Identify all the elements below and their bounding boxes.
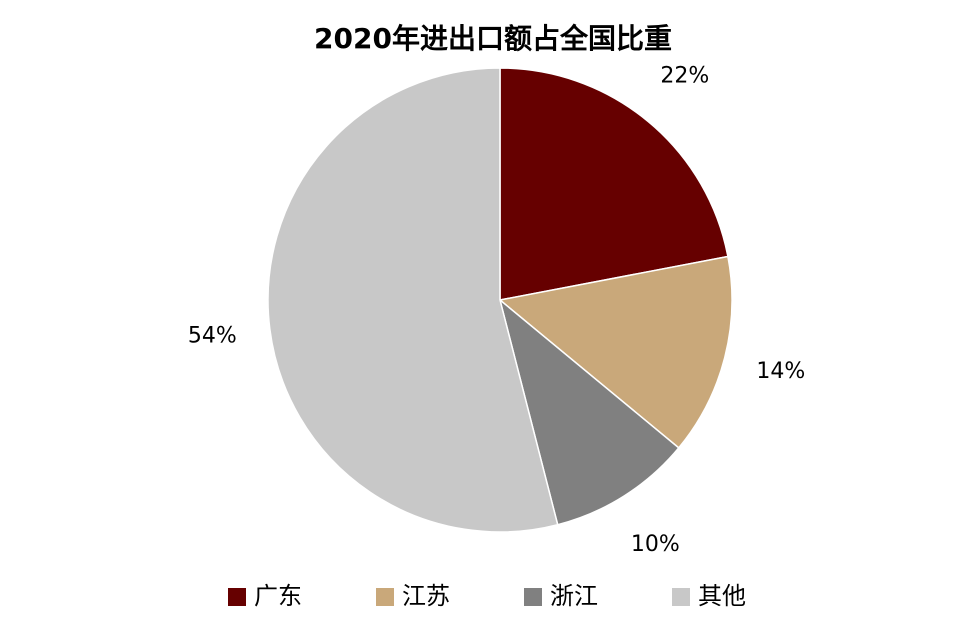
- data-label: 22%: [660, 64, 709, 89]
- pie-slice: [499, 67, 729, 301]
- pie-slice: [498, 255, 733, 449]
- legend-swatch: [228, 588, 246, 606]
- legend-swatch: [524, 588, 542, 606]
- pie-slice: [267, 67, 559, 533]
- legend-label: 江苏: [402, 582, 450, 610]
- legend-swatch: [672, 588, 690, 606]
- legend-label: 其他: [698, 582, 746, 610]
- data-label: 10%: [631, 532, 680, 557]
- legend-label: 浙江: [550, 582, 598, 610]
- chart-title: 2020年进出口额占全国比重: [314, 22, 672, 55]
- data-label: 14%: [756, 359, 805, 384]
- pie-slice: [498, 297, 680, 526]
- legend-label: 广东: [254, 582, 302, 610]
- legend-swatch: [376, 588, 394, 606]
- data-label: 54%: [188, 323, 237, 348]
